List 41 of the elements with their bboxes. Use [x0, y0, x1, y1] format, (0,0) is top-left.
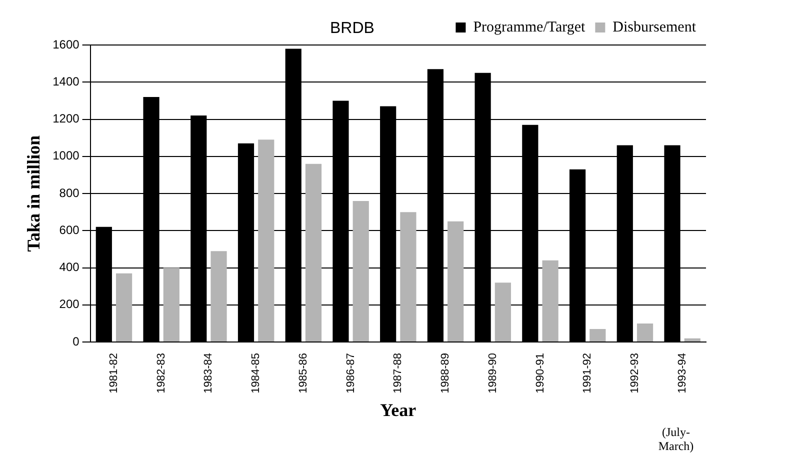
- bar: [400, 212, 416, 342]
- x-tick-label: 1985-86: [297, 353, 310, 394]
- y-tick-label: 1000: [52, 148, 80, 163]
- x-tick-label: 1982-83: [155, 353, 168, 394]
- y-tick-label: 1200: [52, 112, 80, 126]
- x-tick-label: 1987-88: [392, 353, 404, 394]
- legend-label: Programme/Target: [473, 19, 586, 36]
- y-tick-label: 1400: [52, 74, 80, 88]
- chart-title: BRDB: [330, 20, 374, 38]
- bar: [494, 282, 511, 342]
- x-tick-label: 1988-89: [440, 353, 452, 394]
- x-tick-label: 1990-91: [534, 353, 546, 394]
- y-tick-label: 800: [59, 186, 80, 200]
- x-tick-label: 1981-82: [108, 353, 120, 394]
- legend-label: Disbursement: [612, 19, 697, 36]
- bar: [684, 338, 700, 342]
- bar: [542, 260, 558, 342]
- y-tick-label: 200: [59, 297, 80, 312]
- x-tick-label: 1989-90: [486, 353, 499, 394]
- x-tick-label: 1993-94: [676, 353, 688, 394]
- y-tick-label: 0: [72, 334, 80, 348]
- y-tick-label: 400: [59, 260, 80, 274]
- x-tick-label: 1991-92: [582, 353, 594, 394]
- x-tick-label: 1983-84: [202, 353, 215, 394]
- y-tick-label: 1600: [52, 37, 80, 52]
- bar: [163, 268, 180, 342]
- bar: [636, 323, 654, 342]
- x-axis-title: Year: [380, 400, 416, 420]
- bar: [258, 140, 274, 342]
- bar: [448, 221, 464, 342]
- x-tick-label: 1984-85: [250, 353, 262, 394]
- bar: [305, 164, 322, 342]
- y-axis-title: Taka in million: [23, 135, 44, 252]
- bar: [116, 273, 132, 342]
- x-tick-label: 1986-87: [344, 353, 357, 394]
- bar: [210, 251, 227, 342]
- x-tick-label: 1992-93: [628, 353, 641, 394]
- text: (July-March): [657, 425, 695, 454]
- bar: [352, 200, 369, 342]
- y-tick-label: 600: [59, 222, 80, 237]
- bar: [590, 329, 606, 342]
